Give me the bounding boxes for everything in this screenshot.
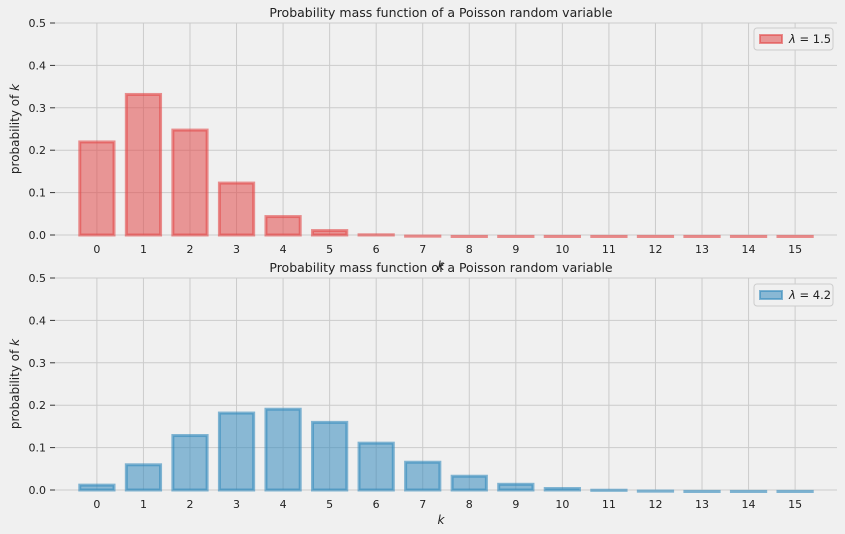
- x-tick-label: 11: [602, 243, 616, 256]
- y-axis-label: probability of k: [8, 338, 22, 429]
- x-tick-label: 8: [466, 498, 473, 511]
- y-tick-label: 0.1: [29, 442, 47, 455]
- y-tick-label: 0.3: [29, 102, 47, 115]
- bar-series: [78, 92, 814, 238]
- y-tick-label: 0.4: [29, 59, 47, 72]
- chart-title: Probability mass function of a Poisson r…: [269, 5, 613, 20]
- bar-6: [357, 441, 395, 492]
- bar-0: [78, 483, 116, 492]
- x-tick-label: 7: [419, 498, 426, 511]
- y-tick-label: 0.4: [29, 314, 47, 327]
- x-tick-label: 10: [555, 243, 569, 256]
- x-tick-label: 1: [140, 498, 147, 511]
- bar-5: [311, 229, 349, 237]
- y-tick-label: 0.5: [29, 17, 47, 30]
- legend: λ = 4.2: [753, 283, 834, 307]
- y-axis: 0.0 0.1 0.2 0.3 0.4 0.5: [29, 272, 55, 497]
- bar-1: [124, 92, 163, 237]
- y-tick-label: 0.0: [29, 229, 47, 242]
- bar-7: [404, 460, 442, 492]
- y-tick-label: 0.0: [29, 484, 47, 497]
- x-tick-label: 0: [93, 498, 100, 511]
- subplot-1: 0.00.10.20.30.40.50 1 2 3 4 5 6 7 8 9 10 11 12 13 14 15…: [8, 5, 837, 273]
- legend-label: λ = 1.5: [788, 32, 831, 46]
- x-axis-label: k: [438, 513, 446, 527]
- x-tick-label: 14: [742, 243, 756, 256]
- x-tick-label: 5: [326, 243, 333, 256]
- x-tick-label: 8: [466, 243, 473, 256]
- bar-4: [264, 407, 302, 492]
- bar-0: [78, 140, 116, 237]
- bar-3: [217, 181, 256, 237]
- x-tick-label: 15: [788, 498, 802, 511]
- x-tick-label: 4: [280, 243, 287, 256]
- legend: λ = 1.5: [753, 27, 834, 51]
- chart-title: Probability mass function of a Poisson r…: [269, 260, 613, 275]
- bar-10: [543, 487, 581, 492]
- x-tick-label: 9: [512, 498, 519, 511]
- x-tick-label: 9: [512, 243, 519, 256]
- bar-series: [78, 407, 814, 493]
- x-tick-label: 7: [419, 243, 426, 256]
- x-tick-label: 13: [695, 243, 709, 256]
- x-tick-label: 3: [233, 243, 240, 256]
- y-axis: 0.0 0.1 0.2 0.3 0.4 0.5: [29, 17, 55, 242]
- legend-label: λ = 4.2: [788, 288, 831, 302]
- x-tick-label: 6: [373, 243, 380, 256]
- x-tick-label: 4: [280, 498, 287, 511]
- x-tick-label: 13: [695, 498, 709, 511]
- x-tick-label: 2: [186, 243, 193, 256]
- legend-swatch: [759, 34, 783, 44]
- x-tick-label: 14: [742, 498, 756, 511]
- y-axis-label: probability of k: [8, 83, 22, 174]
- bar-8: [450, 474, 488, 492]
- x-axis: 0 1 2 3 4 5 6 7 8 9 10 11 12 13 14 15: [93, 498, 802, 511]
- legend-swatch: [759, 290, 783, 300]
- x-tick-label: 1: [140, 243, 147, 256]
- y-tick-label: 0.2: [29, 144, 47, 157]
- x-tick-label: 6: [373, 498, 380, 511]
- bar-2: [171, 128, 209, 237]
- x-axis-label: k: [438, 259, 446, 273]
- x-tick-label: 2: [186, 498, 193, 511]
- legend-box: [753, 283, 834, 307]
- y-tick-label: 0.5: [29, 272, 47, 285]
- x-tick-label: 10: [555, 498, 569, 511]
- y-tick-label: 0.2: [29, 399, 47, 412]
- x-tick-label: 11: [602, 498, 616, 511]
- bar-5: [311, 420, 349, 492]
- x-tick-label: 5: [326, 498, 333, 511]
- x-tick-label: 15: [788, 243, 802, 256]
- x-tick-label: 3: [233, 498, 240, 511]
- grid: [55, 277, 837, 491]
- bar-9: [497, 482, 535, 492]
- bar-4: [264, 215, 302, 237]
- subplot-2: 0.00.10.20.30.40.50 1 2 3 4 5 6 7 8 9 10 11 12 13 14 15…: [8, 260, 837, 527]
- x-tick-label: 0: [93, 243, 100, 256]
- bar-2: [171, 434, 209, 492]
- x-tick-label: 12: [648, 498, 662, 511]
- legend-box: [753, 27, 834, 51]
- bar-1: [124, 463, 163, 492]
- bar-3: [217, 411, 256, 492]
- y-tick-label: 0.3: [29, 357, 47, 370]
- y-tick-label: 0.1: [29, 187, 47, 200]
- x-tick-label: 12: [648, 243, 662, 256]
- x-axis: 0 1 2 3 4 5 6 7 8 9 10 11 12 13 14 15: [93, 243, 802, 256]
